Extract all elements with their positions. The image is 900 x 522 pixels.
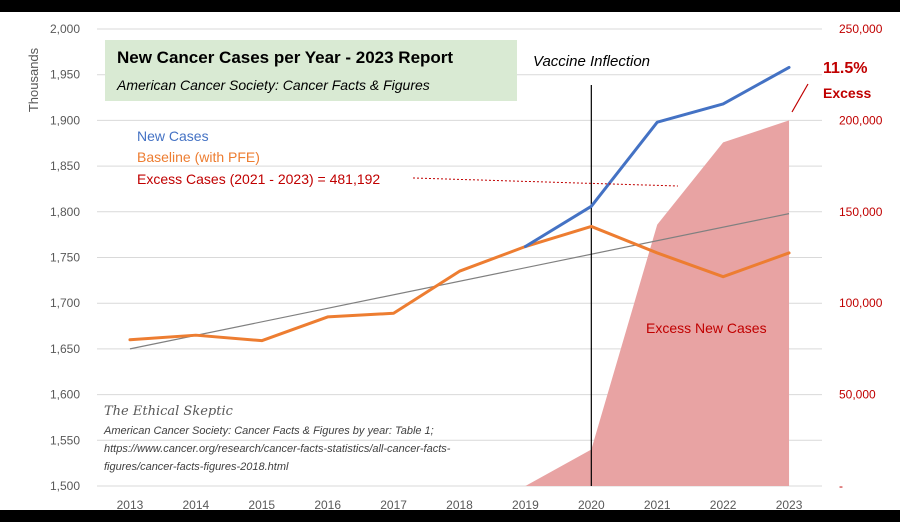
y2-axis-ticks: - 50,000 100,000 150,000 200,000 250,000 (839, 22, 883, 493)
y2-tick-label: 250,000 (839, 22, 883, 36)
x-tick-label: 2021 (644, 498, 671, 510)
y-tick-label: 1,550 (50, 433, 80, 447)
gridlines (97, 28, 822, 487)
excess-new-cases-label: Excess New Cases (646, 320, 767, 336)
y-tick-label: 1,700 (50, 296, 80, 310)
x-tick-label: 2017 (380, 498, 407, 510)
chart-stage: 1,500 1,550 1,600 1,650 1,700 1,750 1,800 1,850… (0, 12, 900, 510)
y-tick-label: 1,500 (50, 479, 80, 493)
chart-subtitle: American Cancer Society: Cancer Facts & … (117, 77, 430, 93)
y-tick-label: 1,950 (50, 68, 80, 82)
excess-pointer-line (791, 83, 809, 113)
legend-excess-cases: Excess Cases (2021 - 2023) = 481,192 (137, 171, 381, 187)
excess-word-label: Excess (823, 85, 872, 101)
y-tick-label: 1,900 (50, 113, 80, 127)
y2-tick-label: 200,000 (839, 113, 883, 127)
source-line-3: figures/cancer-facts-figures-2018.html (104, 461, 289, 473)
x-tick-label: 2013 (117, 498, 144, 510)
legend-new-cases: New Cases (137, 128, 209, 144)
y2-tick-label: - (839, 479, 843, 493)
y-tick-label: 1,750 (50, 251, 80, 265)
legend-dotted-pointer (412, 177, 679, 187)
x-tick-label: 2016 (314, 498, 341, 510)
excess-area-layer (525, 120, 790, 487)
x-tick-label: 2023 (776, 498, 803, 510)
trendline-layer (129, 213, 790, 350)
y-tick-label: 2,000 (50, 22, 80, 36)
x-tick-label: 2018 (446, 498, 473, 510)
source-author: The Ethical Skeptic (104, 404, 233, 419)
x-tick-label: 2014 (183, 498, 210, 510)
y2-tick-label: 150,000 (839, 205, 883, 219)
new-cases-line (523, 65, 791, 249)
chart-svg: 1,500 1,550 1,600 1,650 1,700 1,750 1,800 1,850… (26, 22, 883, 510)
x-tick-label: 2019 (512, 498, 539, 510)
chart-title: New Cancer Cases per Year - 2023 Report (117, 48, 454, 67)
y-axis-label: Thousands (26, 47, 41, 112)
x-tick-label: 2015 (248, 498, 275, 510)
series-layer (128, 65, 791, 343)
title-box: New Cancer Cases per Year - 2023 Report … (105, 40, 517, 101)
x-axis-ticks: 2013 2014 2015 2016 2017 2018 2019 2020 2021 2022… (117, 498, 803, 510)
y2-tick-label: 100,000 (839, 296, 883, 310)
source-line-2: https://www.cancer.org/research/cancer-f… (104, 443, 451, 455)
excess-area (525, 120, 790, 487)
excess-percent-label: 11.5% (823, 60, 868, 77)
x-tick-label: 2022 (710, 498, 737, 510)
x-tick-label: 2020 (578, 498, 605, 510)
y-tick-label: 1,850 (50, 159, 80, 173)
y2-tick-label: 50,000 (839, 388, 876, 402)
y-tick-label: 1,650 (50, 342, 80, 356)
source-line-1: American Cancer Society: Cancer Facts & … (104, 425, 434, 437)
y-tick-label: 1,800 (50, 205, 80, 219)
baseline-line (128, 224, 791, 343)
vaccine-inflection-label: Vaccine Inflection (533, 53, 651, 70)
trendline (129, 213, 790, 350)
y-axis-ticks: 1,500 1,550 1,600 1,650 1,700 1,750 1,800 1,850… (50, 22, 80, 493)
legend-baseline: Baseline (with PFE) (137, 149, 260, 165)
y-tick-label: 1,600 (50, 388, 80, 402)
